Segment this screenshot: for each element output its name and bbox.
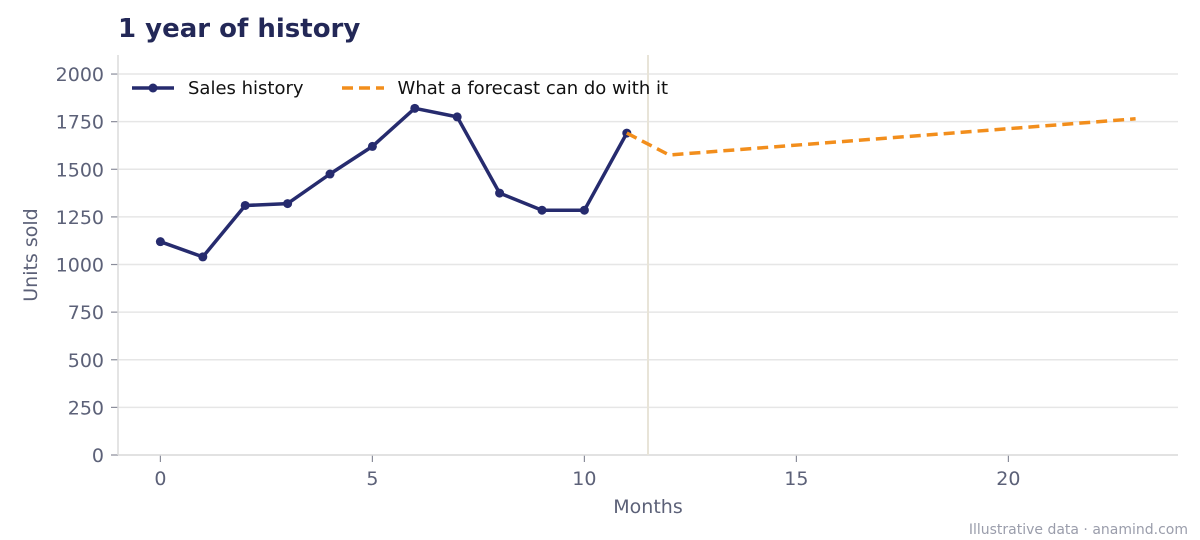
sales-history-point (325, 169, 335, 179)
legend-item-forecast: What a forecast can do with it (340, 78, 668, 99)
y-tick-label: 750 (68, 302, 104, 324)
y-tick-label: 1000 (56, 255, 104, 277)
axes: 0 250 500 750 1000 1250 1500 1750 2000 0 5 10 15 20 (56, 55, 1178, 490)
series-layer (155, 103, 1136, 262)
forecast-line (625, 117, 1136, 157)
sales-history-point (155, 237, 165, 247)
legend-label: What a forecast can do with it (397, 77, 669, 99)
x-tick-label: 15 (784, 468, 808, 490)
y-tick-label: 0 (92, 445, 104, 467)
x-tick-label: 10 (572, 468, 596, 490)
sales-history-point (452, 112, 462, 122)
sales-history-line (159, 106, 629, 259)
legend-label: Sales history (188, 77, 304, 99)
x-tick-label: 0 (154, 468, 166, 490)
y-axis-label: Units sold (20, 208, 42, 302)
y-tick-label: 1250 (56, 207, 104, 229)
legend-key-dashed-line-icon (341, 86, 384, 90)
chart-title: 1 year of history (118, 14, 361, 44)
legend-item-sales-history: Sales history (130, 78, 304, 99)
y-tick-label: 1750 (56, 112, 104, 134)
x-tick-label: 5 (366, 468, 378, 490)
y-tick-label: 2000 (56, 64, 104, 86)
y-tick-label: 250 (68, 397, 104, 419)
sales-history-point (537, 205, 547, 215)
sales-history-point (495, 188, 505, 198)
sales-history-point (410, 103, 420, 113)
legend: Sales history What a forecast can do wit… (130, 76, 704, 100)
x-tick-label: 20 (996, 468, 1020, 490)
sales-history-point (579, 205, 589, 215)
footnote: Illustrative data · anamind.com (968, 522, 1188, 538)
sales-history-point (198, 252, 208, 262)
x-axis-label: Months (613, 496, 683, 518)
sales-history-point (367, 141, 377, 151)
y-tick-label: 500 (68, 350, 104, 372)
sales-history-point (283, 199, 293, 209)
y-tick-label: 1500 (56, 159, 104, 181)
legend-key-solid-line-icon (132, 83, 174, 93)
sales-history-point (240, 200, 250, 210)
